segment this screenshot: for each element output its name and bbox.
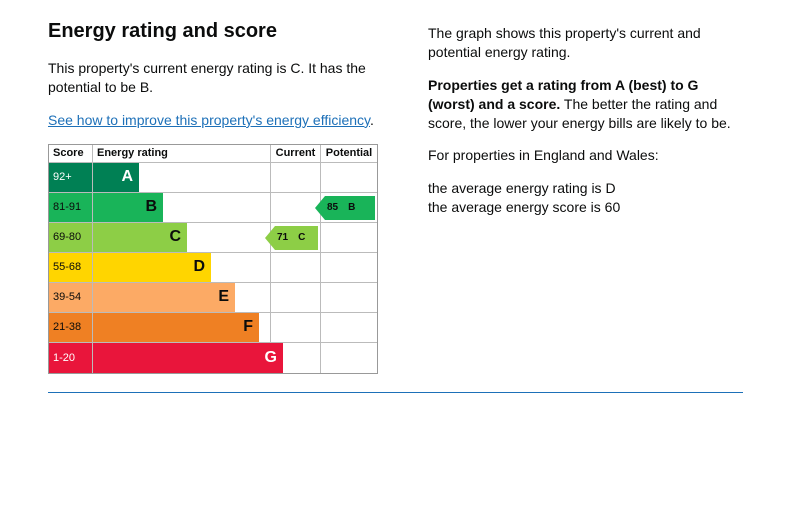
- score-range: 39-54: [49, 283, 93, 312]
- left-column: Energy rating and score This property's …: [48, 20, 388, 374]
- rating-cell: E: [93, 283, 271, 312]
- potential-cell: [321, 343, 377, 373]
- rating-cell: A: [93, 163, 271, 192]
- rating-cell: F: [93, 313, 271, 342]
- current-cell: [271, 163, 321, 192]
- rating-bar-b: B: [93, 193, 163, 222]
- potential-cell: [321, 313, 377, 342]
- rating-cell: G: [93, 343, 271, 373]
- epc-header-row: Score Energy rating Current Potential: [49, 145, 377, 163]
- averages: the average energy rating is D the avera…: [428, 179, 743, 217]
- rating-bar-g: G: [93, 343, 283, 373]
- score-range: 69-80: [49, 223, 93, 252]
- page-title: Energy rating and score: [48, 20, 388, 43]
- rating-bar-c: C: [93, 223, 187, 252]
- current-cell: 71 C: [271, 223, 321, 252]
- score-range: 81-91: [49, 193, 93, 222]
- current-pointer-label: 71 C: [277, 232, 305, 243]
- score-range: 1-20: [49, 343, 93, 373]
- improve-efficiency-link[interactable]: See how to improve this property's energ…: [48, 112, 370, 128]
- right-column: The graph shows this property's current …: [428, 20, 743, 374]
- col-header-rating: Energy rating: [93, 145, 271, 162]
- period: .: [370, 112, 374, 128]
- col-header-score: Score: [49, 145, 93, 162]
- epc-row-f: 21-38F: [49, 313, 377, 343]
- col-header-current: Current: [271, 145, 321, 162]
- potential-cell: [321, 163, 377, 192]
- rating-cell: C: [93, 223, 271, 252]
- rating-cell: D: [93, 253, 271, 282]
- current-cell: [271, 283, 321, 312]
- epc-row-d: 55-68D: [49, 253, 377, 283]
- current-cell: [271, 343, 321, 373]
- current-cell: [271, 193, 321, 222]
- epc-row-c: 69-80C 71 C: [49, 223, 377, 253]
- explain-p1: The graph shows this property's current …: [428, 24, 743, 62]
- avg-rating: the average energy rating is D: [428, 180, 616, 196]
- potential-cell: [321, 223, 377, 252]
- score-range: 21-38: [49, 313, 93, 342]
- potential-pointer-label: 85 B: [327, 202, 355, 213]
- explain-p2: Properties get a rating from A (best) to…: [428, 76, 743, 133]
- col-header-potential: Potential: [321, 145, 377, 162]
- epc-row-b: 81-91B 85 B: [49, 193, 377, 223]
- epc-body: 92+A81-91B 85 B 69-80C 71 C 55-68D39-54E21-3…: [49, 163, 377, 373]
- potential-cell: [321, 283, 377, 312]
- current-cell: [271, 313, 321, 342]
- potential-cell: [321, 253, 377, 282]
- section-divider: [48, 392, 743, 393]
- avg-score: the average energy score is 60: [428, 199, 620, 215]
- epc-row-g: 1-20G: [49, 343, 377, 373]
- two-column-layout: Energy rating and score This property's …: [48, 20, 743, 374]
- explain-p3: For properties in England and Wales:: [428, 146, 743, 165]
- intro-text: This property's current energy rating is…: [48, 59, 388, 97]
- rating-cell: B: [93, 193, 271, 222]
- improve-link-para: See how to improve this property's energ…: [48, 111, 388, 130]
- rating-bar-f: F: [93, 313, 259, 342]
- epc-chart: Score Energy rating Current Potential 92…: [48, 144, 378, 374]
- current-cell: [271, 253, 321, 282]
- rating-bar-a: A: [93, 163, 139, 192]
- score-range: 92+: [49, 163, 93, 192]
- rating-bar-d: D: [93, 253, 211, 282]
- score-range: 55-68: [49, 253, 93, 282]
- epc-row-a: 92+A: [49, 163, 377, 193]
- current-pointer: 71 C: [275, 226, 318, 250]
- rating-bar-e: E: [93, 283, 235, 312]
- epc-row-e: 39-54E: [49, 283, 377, 313]
- potential-pointer: 85 B: [325, 196, 375, 220]
- potential-cell: 85 B: [321, 193, 377, 222]
